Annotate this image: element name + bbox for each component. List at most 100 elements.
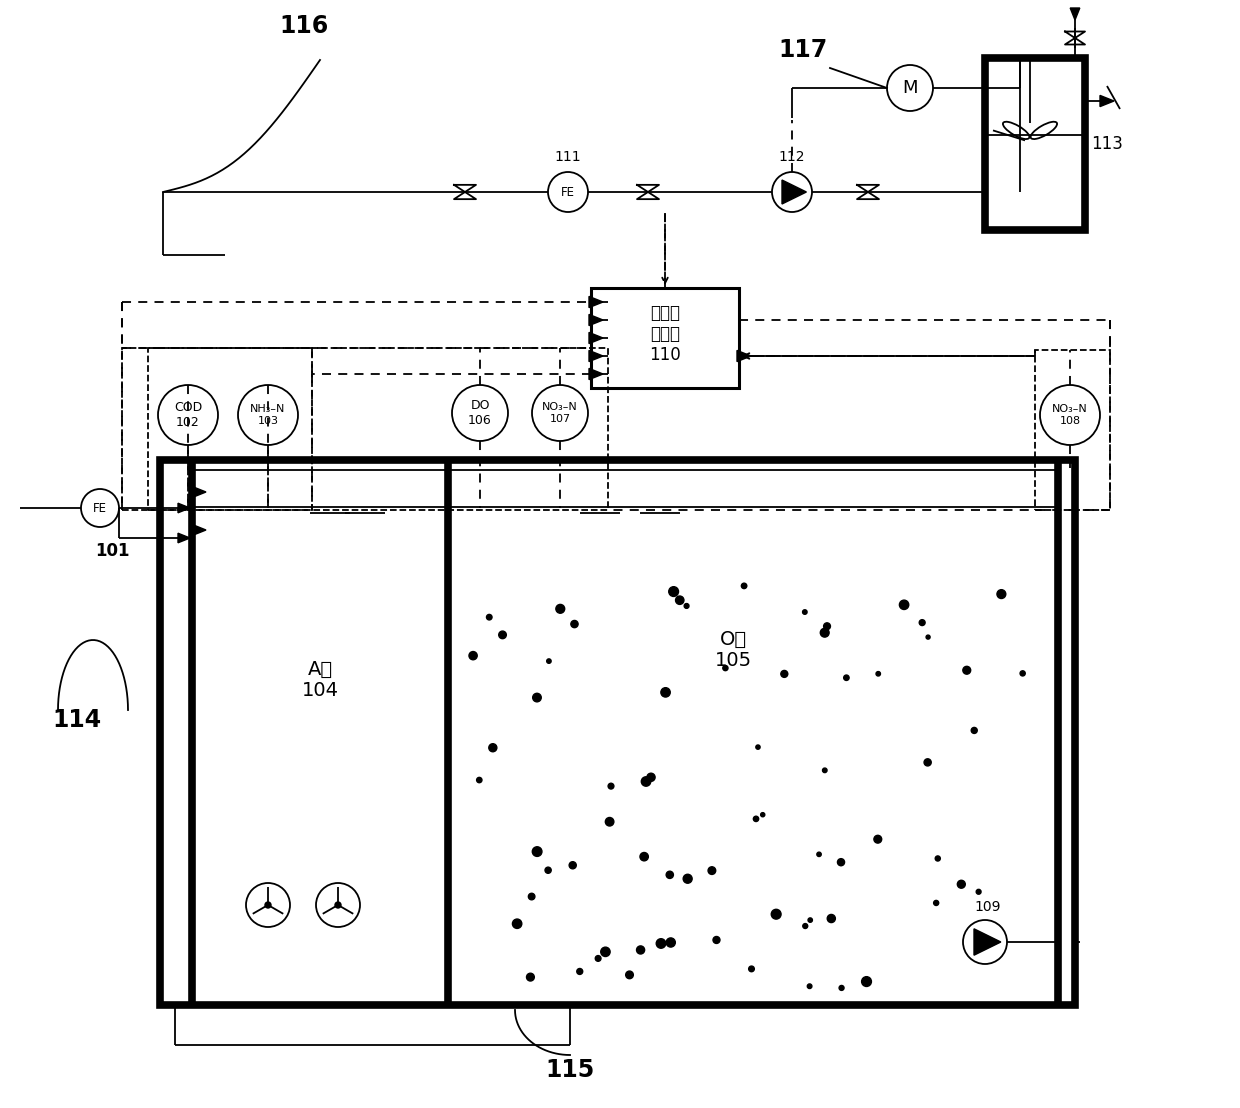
Circle shape bbox=[570, 620, 578, 627]
Circle shape bbox=[595, 955, 601, 962]
Circle shape bbox=[742, 583, 746, 588]
Polygon shape bbox=[179, 503, 190, 513]
Circle shape bbox=[661, 688, 671, 697]
Circle shape bbox=[976, 890, 981, 894]
Circle shape bbox=[926, 635, 930, 639]
Circle shape bbox=[666, 871, 673, 879]
Circle shape bbox=[512, 919, 522, 929]
Circle shape bbox=[997, 589, 1006, 598]
Circle shape bbox=[683, 874, 692, 883]
Circle shape bbox=[476, 778, 482, 782]
Circle shape bbox=[469, 652, 477, 659]
Text: FE: FE bbox=[93, 502, 107, 514]
Circle shape bbox=[919, 619, 925, 626]
Text: 111: 111 bbox=[554, 150, 582, 164]
Circle shape bbox=[802, 609, 807, 614]
Text: O池
105: O池 105 bbox=[714, 629, 751, 670]
Text: A池
104: A池 104 bbox=[301, 659, 339, 700]
Polygon shape bbox=[1070, 8, 1080, 20]
Circle shape bbox=[935, 855, 940, 861]
Circle shape bbox=[656, 938, 666, 948]
Polygon shape bbox=[193, 525, 206, 535]
Polygon shape bbox=[179, 533, 190, 543]
Circle shape bbox=[577, 968, 583, 974]
Circle shape bbox=[962, 666, 971, 674]
Polygon shape bbox=[589, 368, 603, 380]
Bar bbox=[985, 58, 1085, 230]
Polygon shape bbox=[737, 350, 751, 361]
Circle shape bbox=[489, 743, 497, 751]
Text: NO₃–N
107: NO₃–N 107 bbox=[542, 402, 578, 423]
Circle shape bbox=[626, 971, 634, 978]
Circle shape bbox=[486, 615, 492, 620]
Bar bbox=[148, 348, 312, 510]
Circle shape bbox=[556, 604, 564, 613]
Circle shape bbox=[600, 947, 610, 956]
Text: DO
106: DO 106 bbox=[469, 399, 492, 427]
Circle shape bbox=[839, 985, 844, 991]
Circle shape bbox=[827, 914, 836, 923]
Text: 115: 115 bbox=[546, 1058, 595, 1083]
Circle shape bbox=[837, 859, 844, 865]
Circle shape bbox=[666, 937, 676, 947]
Circle shape bbox=[569, 862, 577, 869]
Circle shape bbox=[547, 659, 551, 664]
Bar bbox=[591, 288, 739, 388]
Circle shape bbox=[641, 777, 651, 787]
Text: NH₃–N
103: NH₃–N 103 bbox=[250, 404, 285, 425]
Circle shape bbox=[760, 812, 765, 817]
Text: 112: 112 bbox=[779, 150, 805, 164]
Circle shape bbox=[823, 623, 831, 629]
Circle shape bbox=[498, 632, 506, 638]
Circle shape bbox=[924, 759, 931, 766]
Bar bbox=[1035, 350, 1110, 510]
Circle shape bbox=[934, 901, 939, 905]
Text: 113: 113 bbox=[1091, 135, 1123, 153]
Circle shape bbox=[668, 586, 678, 596]
Circle shape bbox=[874, 835, 882, 843]
Circle shape bbox=[723, 666, 728, 670]
Text: 中央控
制系统
110: 中央控 制系统 110 bbox=[649, 305, 681, 363]
Circle shape bbox=[713, 936, 720, 943]
Circle shape bbox=[636, 946, 645, 954]
Circle shape bbox=[843, 675, 849, 680]
Text: COD
102: COD 102 bbox=[174, 401, 202, 429]
Circle shape bbox=[533, 694, 541, 701]
Circle shape bbox=[822, 768, 827, 772]
Circle shape bbox=[875, 671, 880, 676]
Text: 116: 116 bbox=[279, 14, 329, 38]
Polygon shape bbox=[589, 297, 603, 308]
Circle shape bbox=[821, 628, 830, 637]
Text: FE: FE bbox=[560, 185, 575, 198]
Circle shape bbox=[647, 773, 655, 781]
Circle shape bbox=[749, 966, 754, 972]
Text: 109: 109 bbox=[975, 900, 1001, 914]
Polygon shape bbox=[1100, 95, 1114, 106]
Circle shape bbox=[684, 604, 689, 608]
Polygon shape bbox=[589, 315, 603, 326]
Circle shape bbox=[676, 596, 684, 604]
Circle shape bbox=[771, 910, 781, 920]
Circle shape bbox=[754, 817, 759, 821]
Polygon shape bbox=[193, 488, 206, 496]
Circle shape bbox=[265, 902, 272, 907]
Bar bbox=[160, 460, 1075, 1005]
Circle shape bbox=[1021, 670, 1025, 676]
Polygon shape bbox=[589, 332, 603, 343]
Polygon shape bbox=[589, 350, 603, 361]
Circle shape bbox=[808, 917, 812, 922]
Circle shape bbox=[527, 973, 534, 981]
Bar bbox=[122, 348, 608, 510]
Circle shape bbox=[817, 852, 821, 856]
Circle shape bbox=[532, 847, 542, 856]
Text: NO₃–N
108: NO₃–N 108 bbox=[1052, 404, 1087, 425]
Circle shape bbox=[957, 880, 965, 889]
Text: 101: 101 bbox=[95, 542, 129, 560]
Circle shape bbox=[899, 601, 909, 609]
Circle shape bbox=[546, 868, 552, 873]
Circle shape bbox=[605, 818, 614, 825]
Text: 117: 117 bbox=[777, 38, 827, 62]
Polygon shape bbox=[782, 179, 806, 204]
Circle shape bbox=[807, 984, 812, 988]
Circle shape bbox=[608, 783, 614, 789]
